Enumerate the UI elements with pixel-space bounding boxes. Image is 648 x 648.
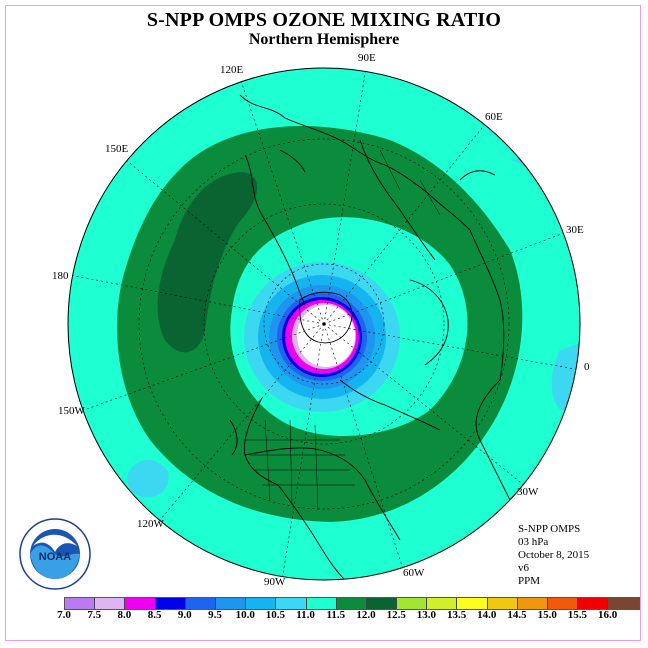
map-border <box>67 67 581 581</box>
colorbar-swatch <box>185 598 216 609</box>
colorbar-tick-label: 7.0 <box>57 609 71 621</box>
ozone-patch-12 <box>157 172 258 353</box>
colorbar-swatch <box>548 598 579 609</box>
graticule <box>69 68 580 580</box>
colorbar-swatch <box>246 598 277 609</box>
colorbar-swatch <box>276 598 307 609</box>
colorbar-tick-label: 11.0 <box>296 609 315 621</box>
lon-label-60w: 60W <box>403 567 425 579</box>
colorbar-swatch <box>306 598 337 609</box>
ozone-patch-left <box>127 460 169 498</box>
figure-frame <box>5 5 641 641</box>
colorbar-swatch <box>336 598 367 609</box>
colorbar-tick-label: 14.0 <box>477 609 497 621</box>
colorbar-swatch <box>155 598 186 609</box>
colorbar-swatch <box>397 598 428 609</box>
lon-label-120e: 120E <box>220 64 244 76</box>
lon-label-180: 180 <box>52 270 69 282</box>
colorbar-tick-label: 14.5 <box>507 609 527 621</box>
colorbar-swatch <box>125 598 156 609</box>
colorbar-swatch <box>517 598 548 609</box>
colorbar-tick-label: 10.0 <box>235 609 255 621</box>
noaa-logo-text: NOAA <box>39 551 71 563</box>
colorbar-tick-label: 15.5 <box>567 609 588 621</box>
info-block: S-NPP OMPS 03 hPa October 8, 2015 v6 PPM <box>518 523 589 588</box>
lon-label-90w: 90W <box>264 576 286 588</box>
colorbar-tick-label: 11.5 <box>326 609 346 621</box>
info-units: PPM <box>518 575 541 587</box>
lon-label-0: 0 <box>584 361 590 373</box>
colorbar-swatch <box>366 598 398 609</box>
colorbar-tick-label: 7.5 <box>87 609 102 621</box>
colorbar-tick-label: 8.0 <box>117 609 132 621</box>
colorbar-swatch <box>65 598 96 609</box>
lon-label-150e: 150E <box>105 143 129 155</box>
info-instrument: S-NPP OMPS <box>518 523 581 535</box>
colorbar-tick-label: 16.0 <box>597 609 618 621</box>
colorbar-tick-label: 9.5 <box>208 609 222 621</box>
map-subtitle: Northern Hemisphere <box>248 31 400 48</box>
info-level: 03 hPa <box>518 536 549 548</box>
colorbar-swatch <box>487 598 518 609</box>
colorbar-swatch <box>457 598 488 609</box>
info-date: October 8, 2015 <box>518 549 590 561</box>
ozone-polar-night <box>297 305 355 367</box>
lon-label-60e: 60E <box>485 111 503 123</box>
info-version: v6 <box>518 562 529 574</box>
colorbar-tick-label: 13.5 <box>446 609 467 621</box>
colorbar-tick-label: 8.5 <box>147 609 162 621</box>
ozone-patch-right <box>551 340 580 410</box>
lon-label-90e: 90E <box>358 52 376 64</box>
coastlines <box>229 94 511 580</box>
noaa-logo: NOAA <box>19 518 91 590</box>
map-title: S-NPP OMPS OZONE MIXING RATIO <box>146 9 502 31</box>
colorbar-swatch <box>427 598 458 609</box>
colorbar-swatch <box>215 598 247 609</box>
colorbar-ticks: 7.0 7.5 8.0 8.5 9.0 9.5 10.0 10.5 11.0 11.5 12.0 12… <box>52 609 632 623</box>
colorbar-swatch <box>578 598 609 609</box>
colorbar-tick-label: 12.0 <box>356 609 376 621</box>
colorbar-tick-label: 10.5 <box>265 609 286 621</box>
lon-label-30w: 30W <box>517 486 539 498</box>
colorbar-swatch <box>608 598 639 609</box>
colorbar <box>64 597 640 610</box>
colorbar-tick-label: 12.5 <box>386 609 406 621</box>
colorbar-tick-label: 15.0 <box>537 609 557 621</box>
lon-label-150w: 150W <box>58 405 86 417</box>
colorbar-swatch <box>95 598 126 609</box>
colorbar-tick-label: 9.0 <box>177 609 192 621</box>
lon-label-30e: 30E <box>566 224 584 236</box>
colorbar-tick-label: 13.0 <box>416 609 437 621</box>
lon-label-120w: 120W <box>137 518 165 530</box>
